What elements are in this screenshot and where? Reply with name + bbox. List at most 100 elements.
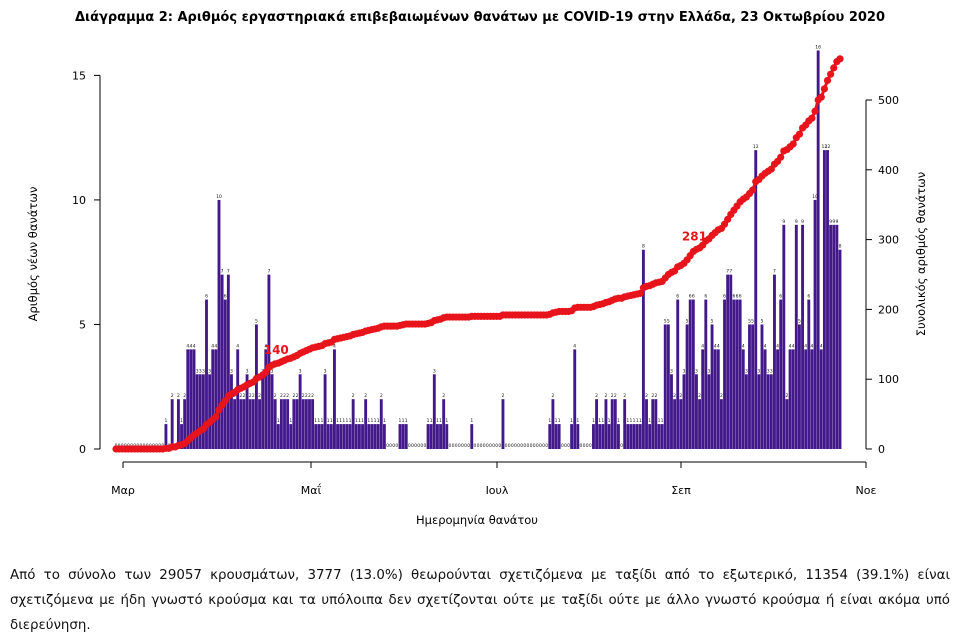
bar xyxy=(798,324,801,449)
bar-value-label: 0 xyxy=(523,443,526,449)
bar-value-label: 1 xyxy=(321,418,324,424)
y-tick-label: 0 xyxy=(79,443,86,456)
bar xyxy=(226,274,230,449)
bar xyxy=(192,349,196,449)
bar-value-label: 7 xyxy=(221,269,224,275)
bar-value-label: 0 xyxy=(561,443,564,449)
bar-value-label: 0 xyxy=(530,443,533,449)
bar xyxy=(822,150,826,449)
bar-value-label: 3 xyxy=(670,368,673,374)
bar-value-label: 3 xyxy=(299,368,302,374)
caption-paragraph: Από το σύνολο των 29057 κρουσμάτων, 3777… xyxy=(10,568,950,633)
bar-value-label: 6 xyxy=(205,294,208,300)
bar-value-label: 0 xyxy=(386,443,389,449)
bar-value-label: 6 xyxy=(224,294,227,300)
bar-value-label: 3 xyxy=(324,368,327,374)
bar xyxy=(769,374,773,449)
bar-value-label: 2 xyxy=(352,393,355,399)
bar-value-label: 0 xyxy=(505,443,508,449)
y-tick-right-label: 100 xyxy=(878,373,899,386)
bar-value-label: 3 xyxy=(246,368,249,374)
bar-value-label: 2 xyxy=(651,393,654,399)
bar xyxy=(345,424,349,449)
bar-value-label: 0 xyxy=(542,443,545,449)
bar xyxy=(470,424,474,449)
bar-value-label: 0 xyxy=(564,443,567,449)
x-tick-label: Ιουλ xyxy=(486,484,509,497)
bar-value-label: 1 xyxy=(399,418,402,424)
chart: 0000000000000000102021244433363441076732… xyxy=(26,0,928,527)
bar-value-label: 0 xyxy=(520,443,523,449)
cumulative-series xyxy=(112,55,844,453)
bar xyxy=(382,424,386,449)
bar xyxy=(442,399,446,449)
bar xyxy=(598,424,602,449)
bar xyxy=(748,324,751,449)
bar-value-label: 5 xyxy=(761,318,764,324)
bar-value-label: 0 xyxy=(455,443,458,449)
bar-value-label: 0 xyxy=(533,443,536,449)
x-tick-label: Μαΐ xyxy=(301,483,322,497)
bar xyxy=(691,299,695,449)
bar-value-label: 1 xyxy=(636,418,639,424)
bar xyxy=(439,424,442,449)
bar-value-label: 2 xyxy=(243,393,246,399)
bar xyxy=(648,424,652,449)
bar xyxy=(604,399,608,449)
cumulative-point xyxy=(827,70,835,78)
bar xyxy=(298,374,302,449)
bar-value-label: 0 xyxy=(536,443,539,449)
bar xyxy=(398,424,402,449)
bar-value-label: 0 xyxy=(498,443,501,449)
bar-value-label: 4 xyxy=(776,343,779,349)
bar xyxy=(379,399,383,449)
bar-value-label: 3 xyxy=(271,368,274,374)
bar-value-label: 1 xyxy=(430,418,433,424)
bar xyxy=(716,349,720,449)
y-axis-label: Αριθμός νέων θανάτων xyxy=(26,187,40,322)
bar xyxy=(682,374,686,449)
bar xyxy=(180,424,183,449)
bar-value-label: 5 xyxy=(686,318,689,324)
bar-value-label: 2 xyxy=(679,393,682,399)
bar xyxy=(776,349,780,449)
x-tick-label: Νοε xyxy=(856,484,877,497)
bar xyxy=(557,424,561,449)
bar xyxy=(713,349,717,449)
bar xyxy=(782,224,786,449)
bar-value-label: 2 xyxy=(698,393,701,399)
bar-value-label: 1 xyxy=(317,418,320,424)
bar-value-label: 2 xyxy=(183,393,186,399)
bar xyxy=(763,349,767,449)
bar xyxy=(760,324,764,449)
bar xyxy=(211,349,215,449)
bar xyxy=(573,349,577,449)
bar-value-label: 7 xyxy=(726,269,729,275)
cumulative-annotation: 140 xyxy=(264,343,289,357)
bar-value-label: 1 xyxy=(355,418,358,424)
cumulative-point xyxy=(836,55,844,63)
bar-value-label: 2 xyxy=(292,393,295,399)
bar-value-label: 2 xyxy=(380,393,383,399)
bar-value-label: 4 xyxy=(820,343,823,349)
bar-value-label: 1 xyxy=(349,418,352,424)
bar-value-label: 0 xyxy=(408,443,411,449)
cumulative-annotation: 281 xyxy=(682,229,707,243)
cumulative-point xyxy=(777,153,785,161)
bar-value-label: 4 xyxy=(789,343,792,349)
bar-value-label: 1 xyxy=(439,418,442,424)
bar-value-label: 0 xyxy=(580,443,583,449)
bar-value-label: 2 xyxy=(605,393,608,399)
bar xyxy=(230,374,233,449)
bar-value-label: 3 xyxy=(745,368,748,374)
cumulative-point xyxy=(808,114,816,122)
bar-value-label: 0 xyxy=(389,443,392,449)
bar xyxy=(220,274,224,449)
bar xyxy=(236,349,240,449)
bar-value-label: 0 xyxy=(486,443,489,449)
bar xyxy=(245,374,249,449)
bar-value-label: 12 xyxy=(822,144,828,150)
bar xyxy=(791,349,795,449)
bar-value-label: 0 xyxy=(511,443,514,449)
bar-value-label: 3 xyxy=(683,368,686,374)
